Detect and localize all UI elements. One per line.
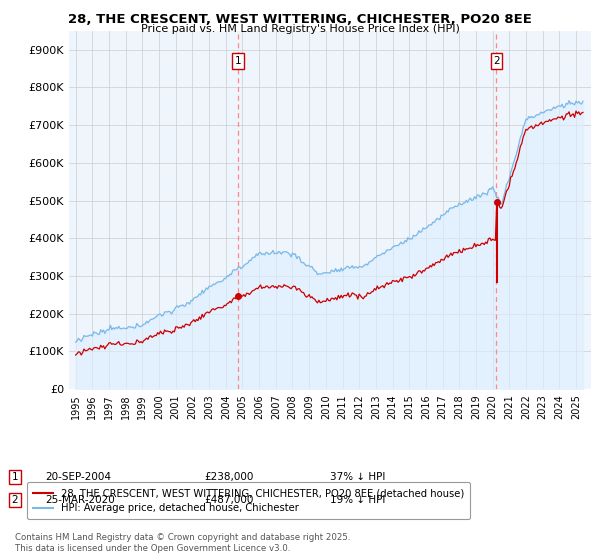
Text: 2: 2 — [493, 56, 500, 66]
Legend: 28, THE CRESCENT, WEST WITTERING, CHICHESTER, PO20 8EE (detached house), HPI: Av: 28, THE CRESCENT, WEST WITTERING, CHICHE… — [27, 482, 470, 519]
Text: 2: 2 — [11, 495, 19, 505]
Text: Contains HM Land Registry data © Crown copyright and database right 2025.
This d: Contains HM Land Registry data © Crown c… — [15, 533, 350, 553]
Text: Price paid vs. HM Land Registry's House Price Index (HPI): Price paid vs. HM Land Registry's House … — [140, 24, 460, 34]
Text: 28, THE CRESCENT, WEST WITTERING, CHICHESTER, PO20 8EE: 28, THE CRESCENT, WEST WITTERING, CHICHE… — [68, 13, 532, 26]
Text: £238,000: £238,000 — [204, 472, 253, 482]
Text: 19% ↓ HPI: 19% ↓ HPI — [330, 495, 385, 505]
Text: 1: 1 — [11, 472, 19, 482]
Text: 25-MAR-2020: 25-MAR-2020 — [45, 495, 115, 505]
Text: 1: 1 — [235, 56, 241, 66]
Text: 37% ↓ HPI: 37% ↓ HPI — [330, 472, 385, 482]
Text: £487,000: £487,000 — [204, 495, 253, 505]
Text: 20-SEP-2004: 20-SEP-2004 — [45, 472, 111, 482]
